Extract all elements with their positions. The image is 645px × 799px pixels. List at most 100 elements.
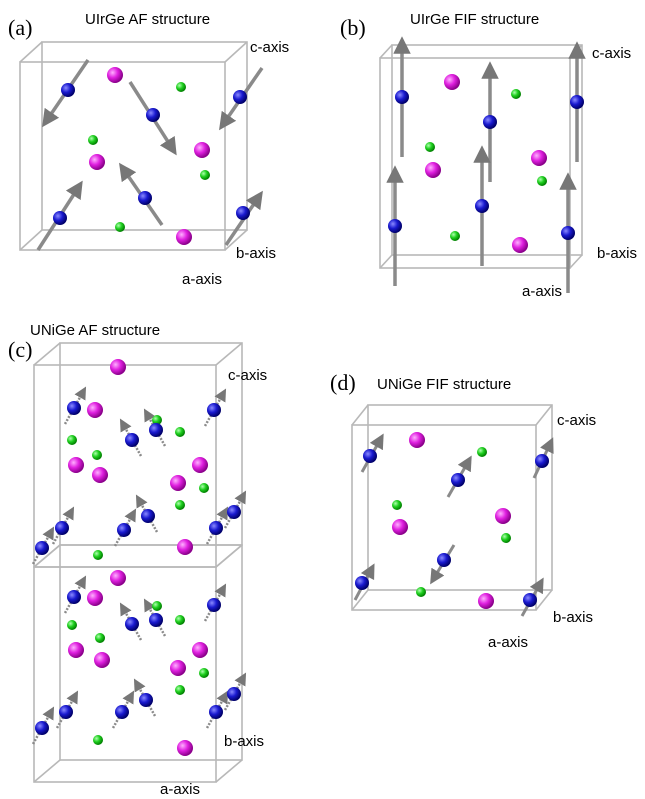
atom <box>146 108 160 122</box>
atom <box>192 457 208 473</box>
atom <box>177 539 193 555</box>
atom <box>68 642 84 658</box>
atom <box>93 735 103 745</box>
atom <box>192 642 208 658</box>
atom <box>199 668 209 678</box>
spin-arrow <box>226 198 258 245</box>
atom <box>87 590 103 606</box>
atom <box>425 162 441 178</box>
atom <box>409 432 425 448</box>
atom <box>55 521 69 535</box>
axis-label: b-axis <box>224 733 264 750</box>
atom <box>149 613 163 627</box>
atom <box>392 500 402 510</box>
atom <box>437 553 451 567</box>
axis-label: c-axis <box>250 39 289 56</box>
atom <box>115 705 129 719</box>
panel-label: (b) <box>340 15 366 40</box>
cell-edge <box>536 405 552 425</box>
atom <box>478 593 494 609</box>
atom <box>175 427 185 437</box>
atom <box>209 705 223 719</box>
atom <box>207 598 221 612</box>
atom <box>152 601 162 611</box>
cell-edge <box>225 42 247 62</box>
atom <box>177 740 193 756</box>
atom <box>117 523 131 537</box>
atom <box>170 660 186 676</box>
atom <box>138 191 152 205</box>
axis-label: a-axis <box>160 781 200 798</box>
atom <box>53 211 67 225</box>
atom <box>61 83 75 97</box>
axis-label: c-axis <box>228 367 267 384</box>
atom <box>388 219 402 233</box>
atom <box>125 617 139 631</box>
atom <box>209 521 223 535</box>
atom <box>68 457 84 473</box>
atom <box>395 90 409 104</box>
axis-label: a-axis <box>182 271 222 288</box>
cell-edge <box>380 45 392 58</box>
cell-edge <box>570 255 582 268</box>
atom <box>35 541 49 555</box>
atom <box>233 90 247 104</box>
atom <box>561 226 575 240</box>
atom <box>67 590 81 604</box>
cell-edge <box>216 343 242 365</box>
atom <box>94 652 110 668</box>
atom <box>495 508 511 524</box>
atom <box>67 620 77 630</box>
cell-edge <box>20 42 42 62</box>
atom <box>176 229 192 245</box>
atom <box>107 67 123 83</box>
atom <box>110 359 126 375</box>
atom <box>175 685 185 695</box>
panel-label: (a) <box>8 15 32 40</box>
atom <box>176 82 186 92</box>
figure: (a) UIrGe AF structure c-axis b-axis a-a… <box>0 0 645 799</box>
atom <box>67 435 77 445</box>
panel-label: (c) <box>8 337 32 362</box>
atom <box>512 237 528 253</box>
atom <box>535 454 549 468</box>
atom <box>450 231 460 241</box>
atom <box>139 693 153 707</box>
atom <box>170 475 186 491</box>
atom <box>35 721 49 735</box>
atom <box>531 150 547 166</box>
atom <box>199 483 209 493</box>
atom <box>363 449 377 463</box>
atom <box>141 509 155 523</box>
cell-edge <box>34 343 60 365</box>
cell-edge <box>536 590 552 610</box>
atom <box>451 473 465 487</box>
atom <box>392 519 408 535</box>
atom <box>149 423 163 437</box>
structures <box>20 42 584 782</box>
atom <box>523 593 537 607</box>
cell-edge <box>352 405 368 425</box>
atom <box>227 505 241 519</box>
atom <box>92 450 102 460</box>
panel-title: UNiGe FIF structure <box>377 376 511 393</box>
axis-label: c-axis <box>592 45 631 62</box>
atom <box>125 433 139 447</box>
atom <box>444 74 460 90</box>
atom <box>537 176 547 186</box>
atom <box>194 142 210 158</box>
atom <box>95 633 105 643</box>
axis-label: a-axis <box>488 634 528 651</box>
axis-label: c-axis <box>557 412 596 429</box>
axis-label: a-axis <box>522 283 562 300</box>
atom <box>115 222 125 232</box>
atom <box>227 687 241 701</box>
cell-edge <box>380 255 392 268</box>
cell-edge <box>60 545 242 760</box>
cell-edge <box>216 760 242 782</box>
cell-edge <box>392 45 582 255</box>
axis-label: b-axis <box>553 609 593 626</box>
atom <box>67 401 81 415</box>
atom <box>175 500 185 510</box>
axis-label: b-axis <box>597 245 637 262</box>
